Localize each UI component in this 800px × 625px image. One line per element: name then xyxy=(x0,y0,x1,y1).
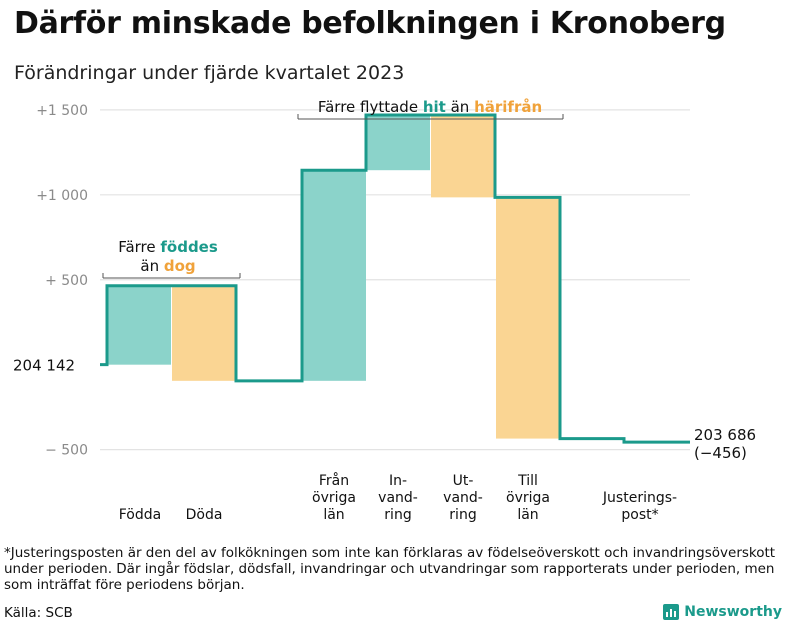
waterfall-bar xyxy=(107,285,171,365)
y-tick-label: − 500 xyxy=(45,443,88,459)
category-label: Justerings- xyxy=(602,490,677,506)
brand-name: Newsworthy xyxy=(684,604,782,620)
births-annotation-line2: än dog xyxy=(140,257,195,275)
end-change-label: (−456) xyxy=(694,444,747,462)
waterfall-bar xyxy=(431,114,495,198)
category-label: övriga xyxy=(506,490,550,506)
category-label: övriga xyxy=(312,490,356,506)
category-label: Födda xyxy=(119,507,161,523)
category-label: ring xyxy=(449,507,476,523)
migration-annotation: Färre flyttade hit än härifrån xyxy=(318,98,542,116)
category-label: post* xyxy=(621,507,658,523)
births-annotation-line1: Färre föddes xyxy=(118,238,218,256)
chart-title: Därför minskade befolkningen i Kronoberg xyxy=(14,6,726,41)
waterfall-chart: +1 500 +1 000 + 500 − 500 204 142 203 686(−45… xyxy=(13,98,756,523)
category-label: vand- xyxy=(378,490,418,506)
waterfall-bar xyxy=(172,285,236,381)
waterfall-bar xyxy=(302,170,366,381)
category-label: In- xyxy=(389,473,407,489)
step-line xyxy=(100,113,690,444)
brand-logo: Newsworthy xyxy=(663,604,782,620)
category-label: Döda xyxy=(186,507,223,523)
source-note: Källa: SCB xyxy=(4,605,73,621)
category-label: Till xyxy=(517,473,538,489)
newsworthy-icon xyxy=(663,604,680,620)
y-tick-label: +1 500 xyxy=(36,103,88,119)
end-value-label: 203 686 xyxy=(694,426,756,444)
waterfall-bar xyxy=(366,114,430,171)
category-label: Ut- xyxy=(453,473,474,489)
category-label: län xyxy=(323,507,344,523)
footnote: *Justeringsposten är den del av folkökni… xyxy=(4,545,776,593)
chart-subtitle: Förändringar under fjärde kvartalet 2023 xyxy=(14,62,405,84)
category-label: län xyxy=(517,507,538,523)
category-label: Från xyxy=(319,472,349,489)
y-tick-label: + 500 xyxy=(45,273,88,289)
category-label: vand- xyxy=(443,490,483,506)
category-label: ring xyxy=(384,507,411,523)
y-tick-label: +1 000 xyxy=(36,188,88,204)
waterfall-bar xyxy=(496,197,560,439)
start-value-label: 204 142 xyxy=(13,357,75,375)
